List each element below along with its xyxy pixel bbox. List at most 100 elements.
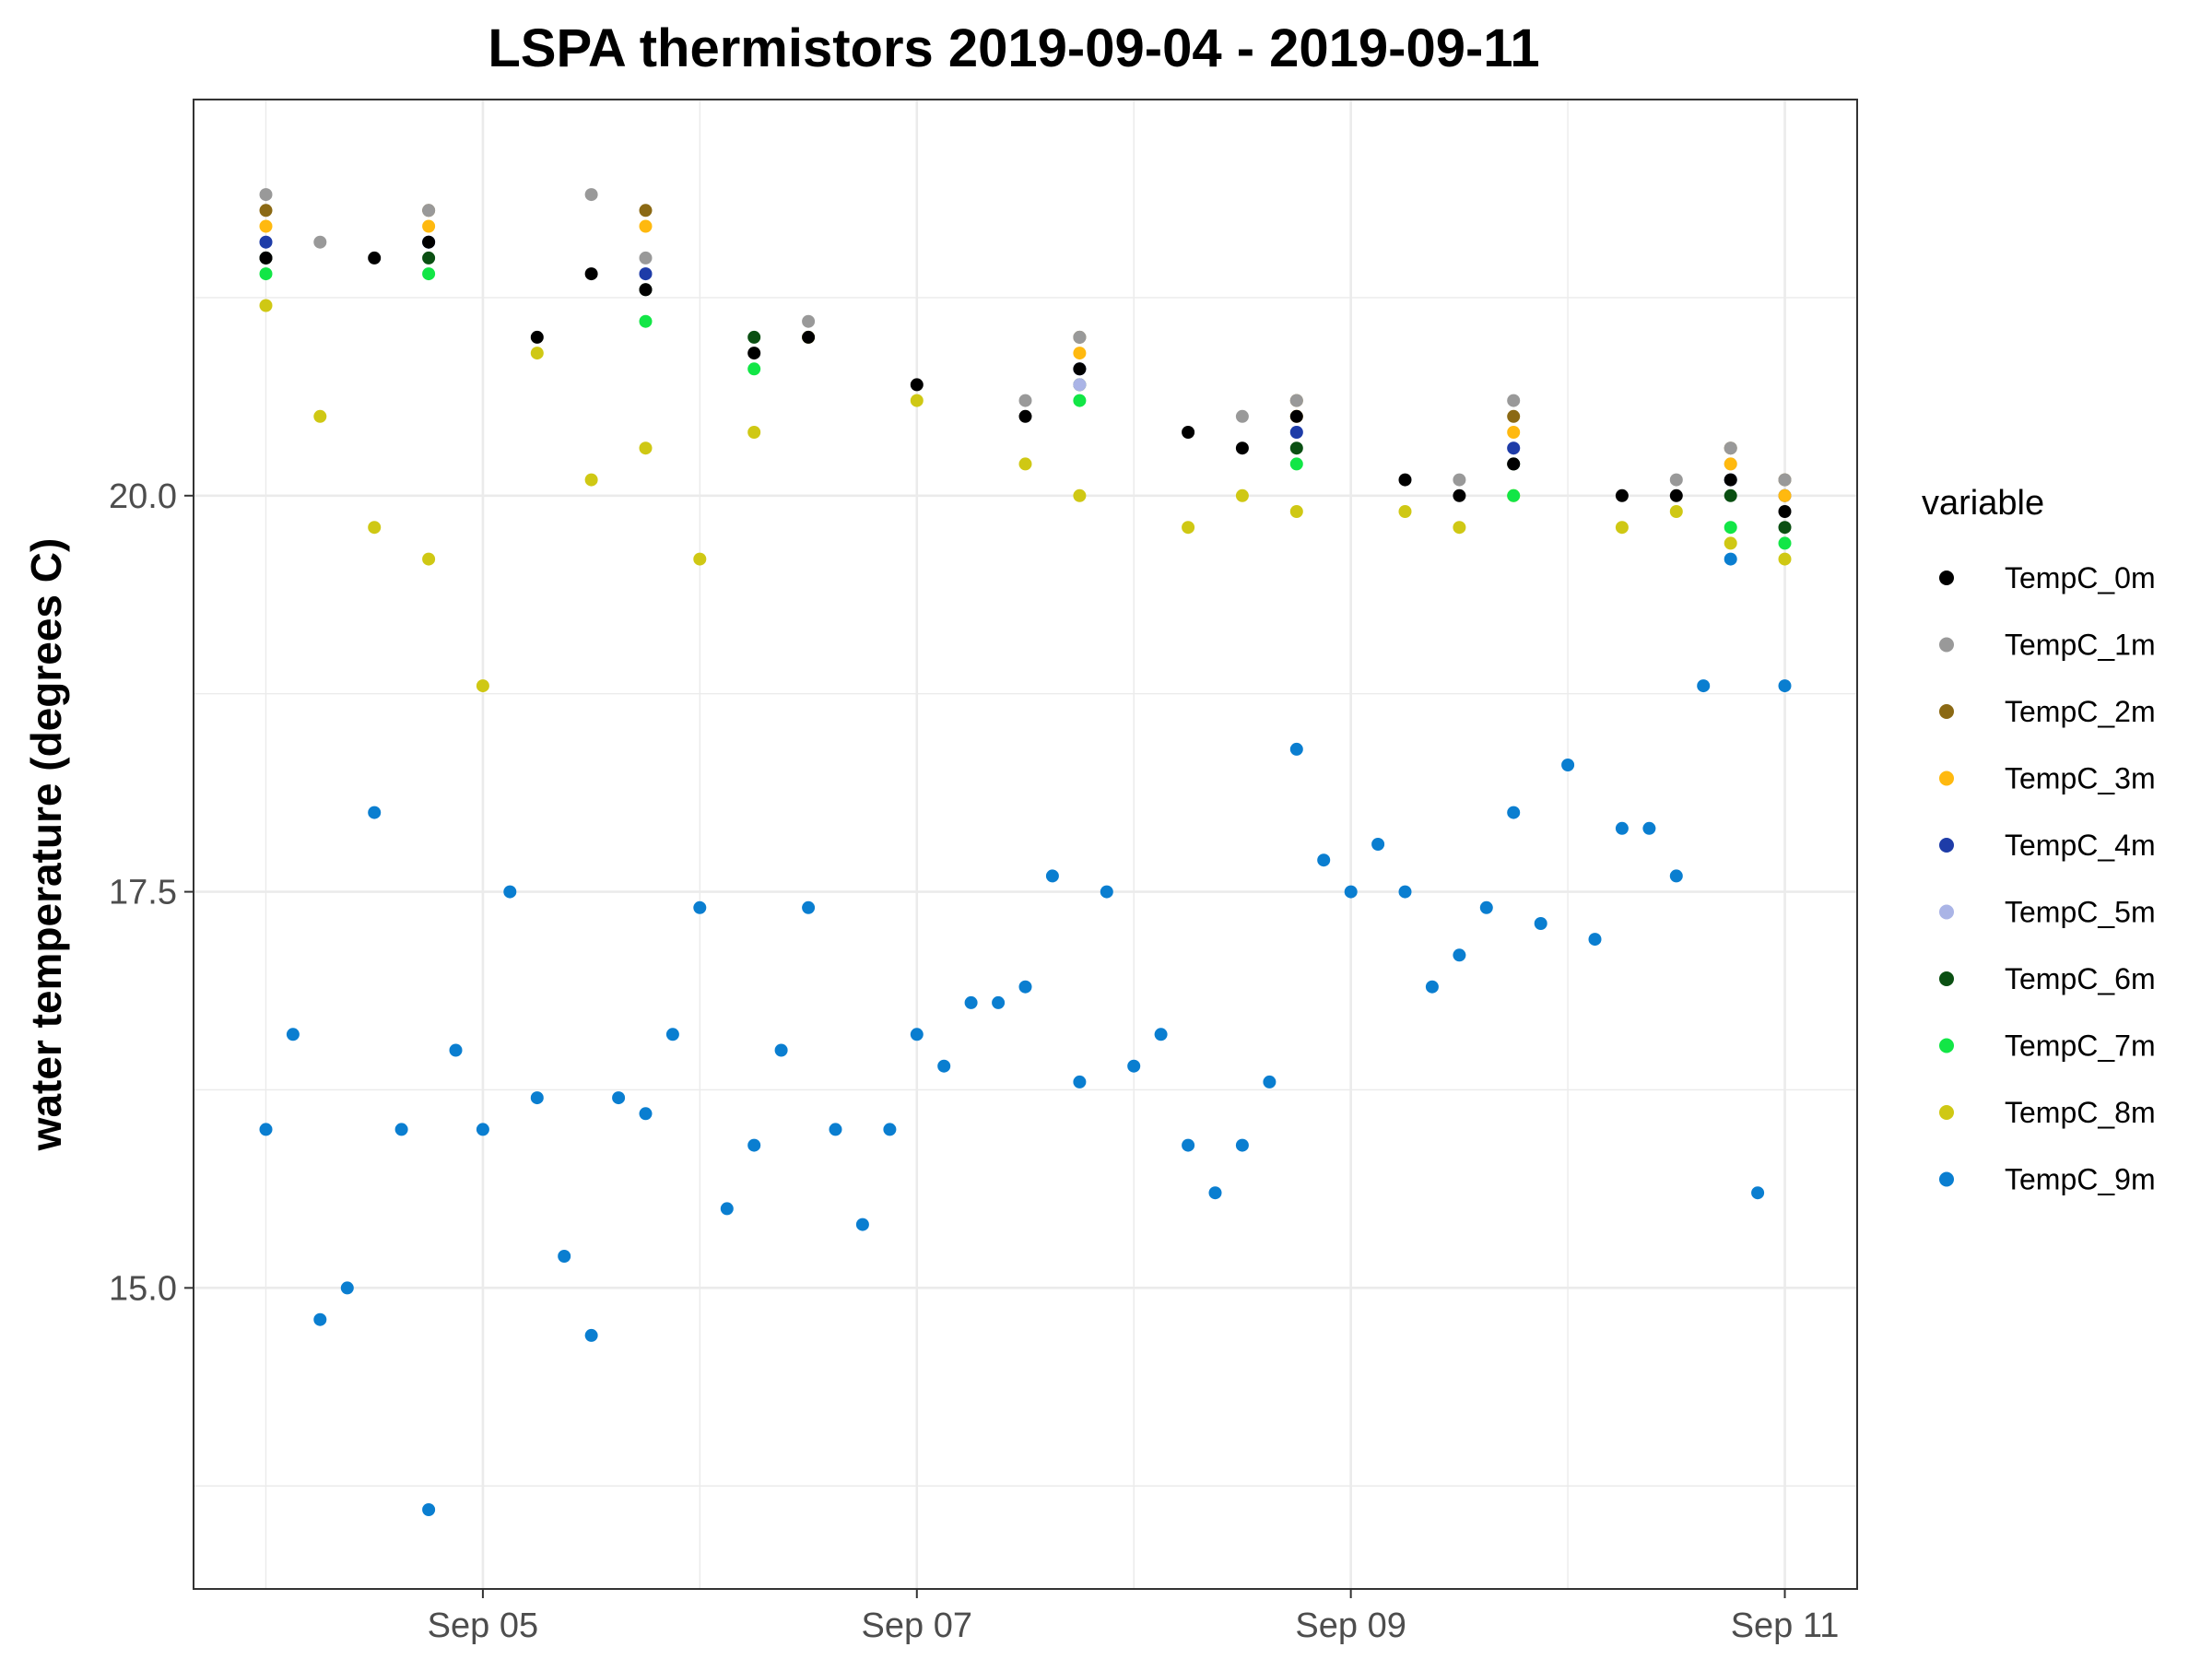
data-point	[313, 1312, 327, 1326]
data-point	[259, 219, 273, 233]
legend-label: TempC_8m	[2005, 1096, 2156, 1129]
legend-item: TempC_0m	[1939, 561, 2156, 594]
data-point	[1588, 933, 1602, 947]
legend-key	[1939, 1105, 1954, 1120]
data-point	[259, 235, 273, 249]
data-point	[422, 251, 436, 265]
data-point	[422, 267, 436, 281]
data-point	[368, 521, 382, 535]
data-point	[747, 426, 761, 439]
data-point	[1073, 394, 1087, 407]
data-point	[1453, 488, 1466, 502]
data-point	[1724, 488, 1737, 502]
data-point	[422, 1503, 436, 1516]
data-point	[1235, 441, 1249, 455]
legend-item: TempC_2m	[1939, 695, 2156, 728]
data-point	[1724, 536, 1737, 550]
legend-key	[1939, 637, 1954, 653]
data-points	[259, 188, 1792, 1516]
x-tick-label: Sep 07	[862, 1606, 972, 1645]
data-point	[1289, 409, 1303, 423]
legend-key	[1939, 771, 1954, 786]
data-point	[612, 1091, 626, 1105]
data-point	[774, 1043, 788, 1057]
data-point	[1561, 759, 1575, 771]
data-point	[503, 885, 517, 899]
data-point	[1778, 552, 1792, 566]
data-point	[1751, 1186, 1765, 1200]
data-point	[1778, 473, 1792, 487]
data-point	[1073, 378, 1087, 392]
data-point	[1235, 1138, 1249, 1152]
data-point	[1479, 900, 1493, 914]
legend-label: TempC_4m	[2005, 829, 2156, 862]
data-point	[286, 1028, 300, 1041]
data-point	[530, 347, 544, 360]
data-point	[1289, 505, 1303, 518]
y-axis: 15.0 17.5 20.0	[109, 477, 194, 1308]
data-point	[1778, 488, 1792, 502]
data-point	[747, 1138, 761, 1152]
data-point	[1289, 441, 1303, 455]
data-point	[1724, 473, 1737, 487]
data-point	[1453, 948, 1466, 962]
legend-key	[1939, 838, 1954, 853]
data-point	[1317, 853, 1331, 867]
data-point	[368, 806, 382, 819]
data-point	[639, 219, 653, 233]
data-point	[1154, 1028, 1168, 1041]
data-point	[449, 1043, 463, 1057]
data-point	[1453, 473, 1466, 487]
data-point	[1425, 980, 1439, 994]
legend-label: TempC_9m	[2005, 1163, 2156, 1196]
data-point	[422, 204, 436, 218]
data-point	[1507, 457, 1521, 471]
data-point	[1182, 426, 1195, 439]
grid-major	[194, 98, 1857, 1589]
data-point	[883, 1123, 897, 1136]
data-point	[1669, 505, 1683, 518]
legend-label: TempC_7m	[2005, 1030, 2156, 1063]
data-point	[1507, 394, 1521, 407]
data-point	[1018, 394, 1032, 407]
legend-item: TempC_6m	[1939, 962, 2156, 995]
data-point	[1697, 679, 1711, 693]
legend-label: TempC_1m	[2005, 629, 2156, 662]
data-point	[1507, 409, 1521, 423]
data-point	[1642, 821, 1656, 835]
data-point	[584, 267, 598, 281]
data-point	[1235, 409, 1249, 423]
data-point	[1289, 742, 1303, 756]
legend-item: TempC_9m	[1939, 1163, 2156, 1196]
data-point	[639, 204, 653, 218]
data-point	[259, 188, 273, 202]
series-TempC_0m	[259, 235, 1792, 518]
x-tick-label: Sep 11	[1731, 1606, 1840, 1645]
legend-item: TempC_5m	[1939, 896, 2156, 929]
data-point	[1073, 347, 1087, 360]
data-point	[1778, 505, 1792, 518]
data-point	[1507, 426, 1521, 439]
data-point	[558, 1250, 571, 1263]
data-point	[584, 1328, 598, 1342]
data-point	[1344, 885, 1358, 899]
data-point	[1289, 426, 1303, 439]
data-point	[1724, 552, 1737, 566]
data-point	[1398, 505, 1412, 518]
data-point	[1073, 488, 1087, 502]
data-point	[1778, 536, 1792, 550]
data-point	[1073, 1075, 1087, 1088]
data-point	[1018, 980, 1032, 994]
legend-label: TempC_2m	[2005, 695, 2156, 728]
data-point	[855, 1218, 869, 1231]
data-point	[1073, 362, 1087, 376]
y-axis-label: water temperature (degrees C)	[22, 538, 70, 1152]
data-point	[720, 1202, 734, 1216]
data-point	[1127, 1059, 1141, 1073]
data-point	[1778, 679, 1792, 693]
legend-key	[1939, 704, 1954, 719]
data-point	[530, 330, 544, 344]
data-point	[259, 299, 273, 312]
legend-key	[1939, 1038, 1954, 1053]
data-point	[1724, 457, 1737, 471]
